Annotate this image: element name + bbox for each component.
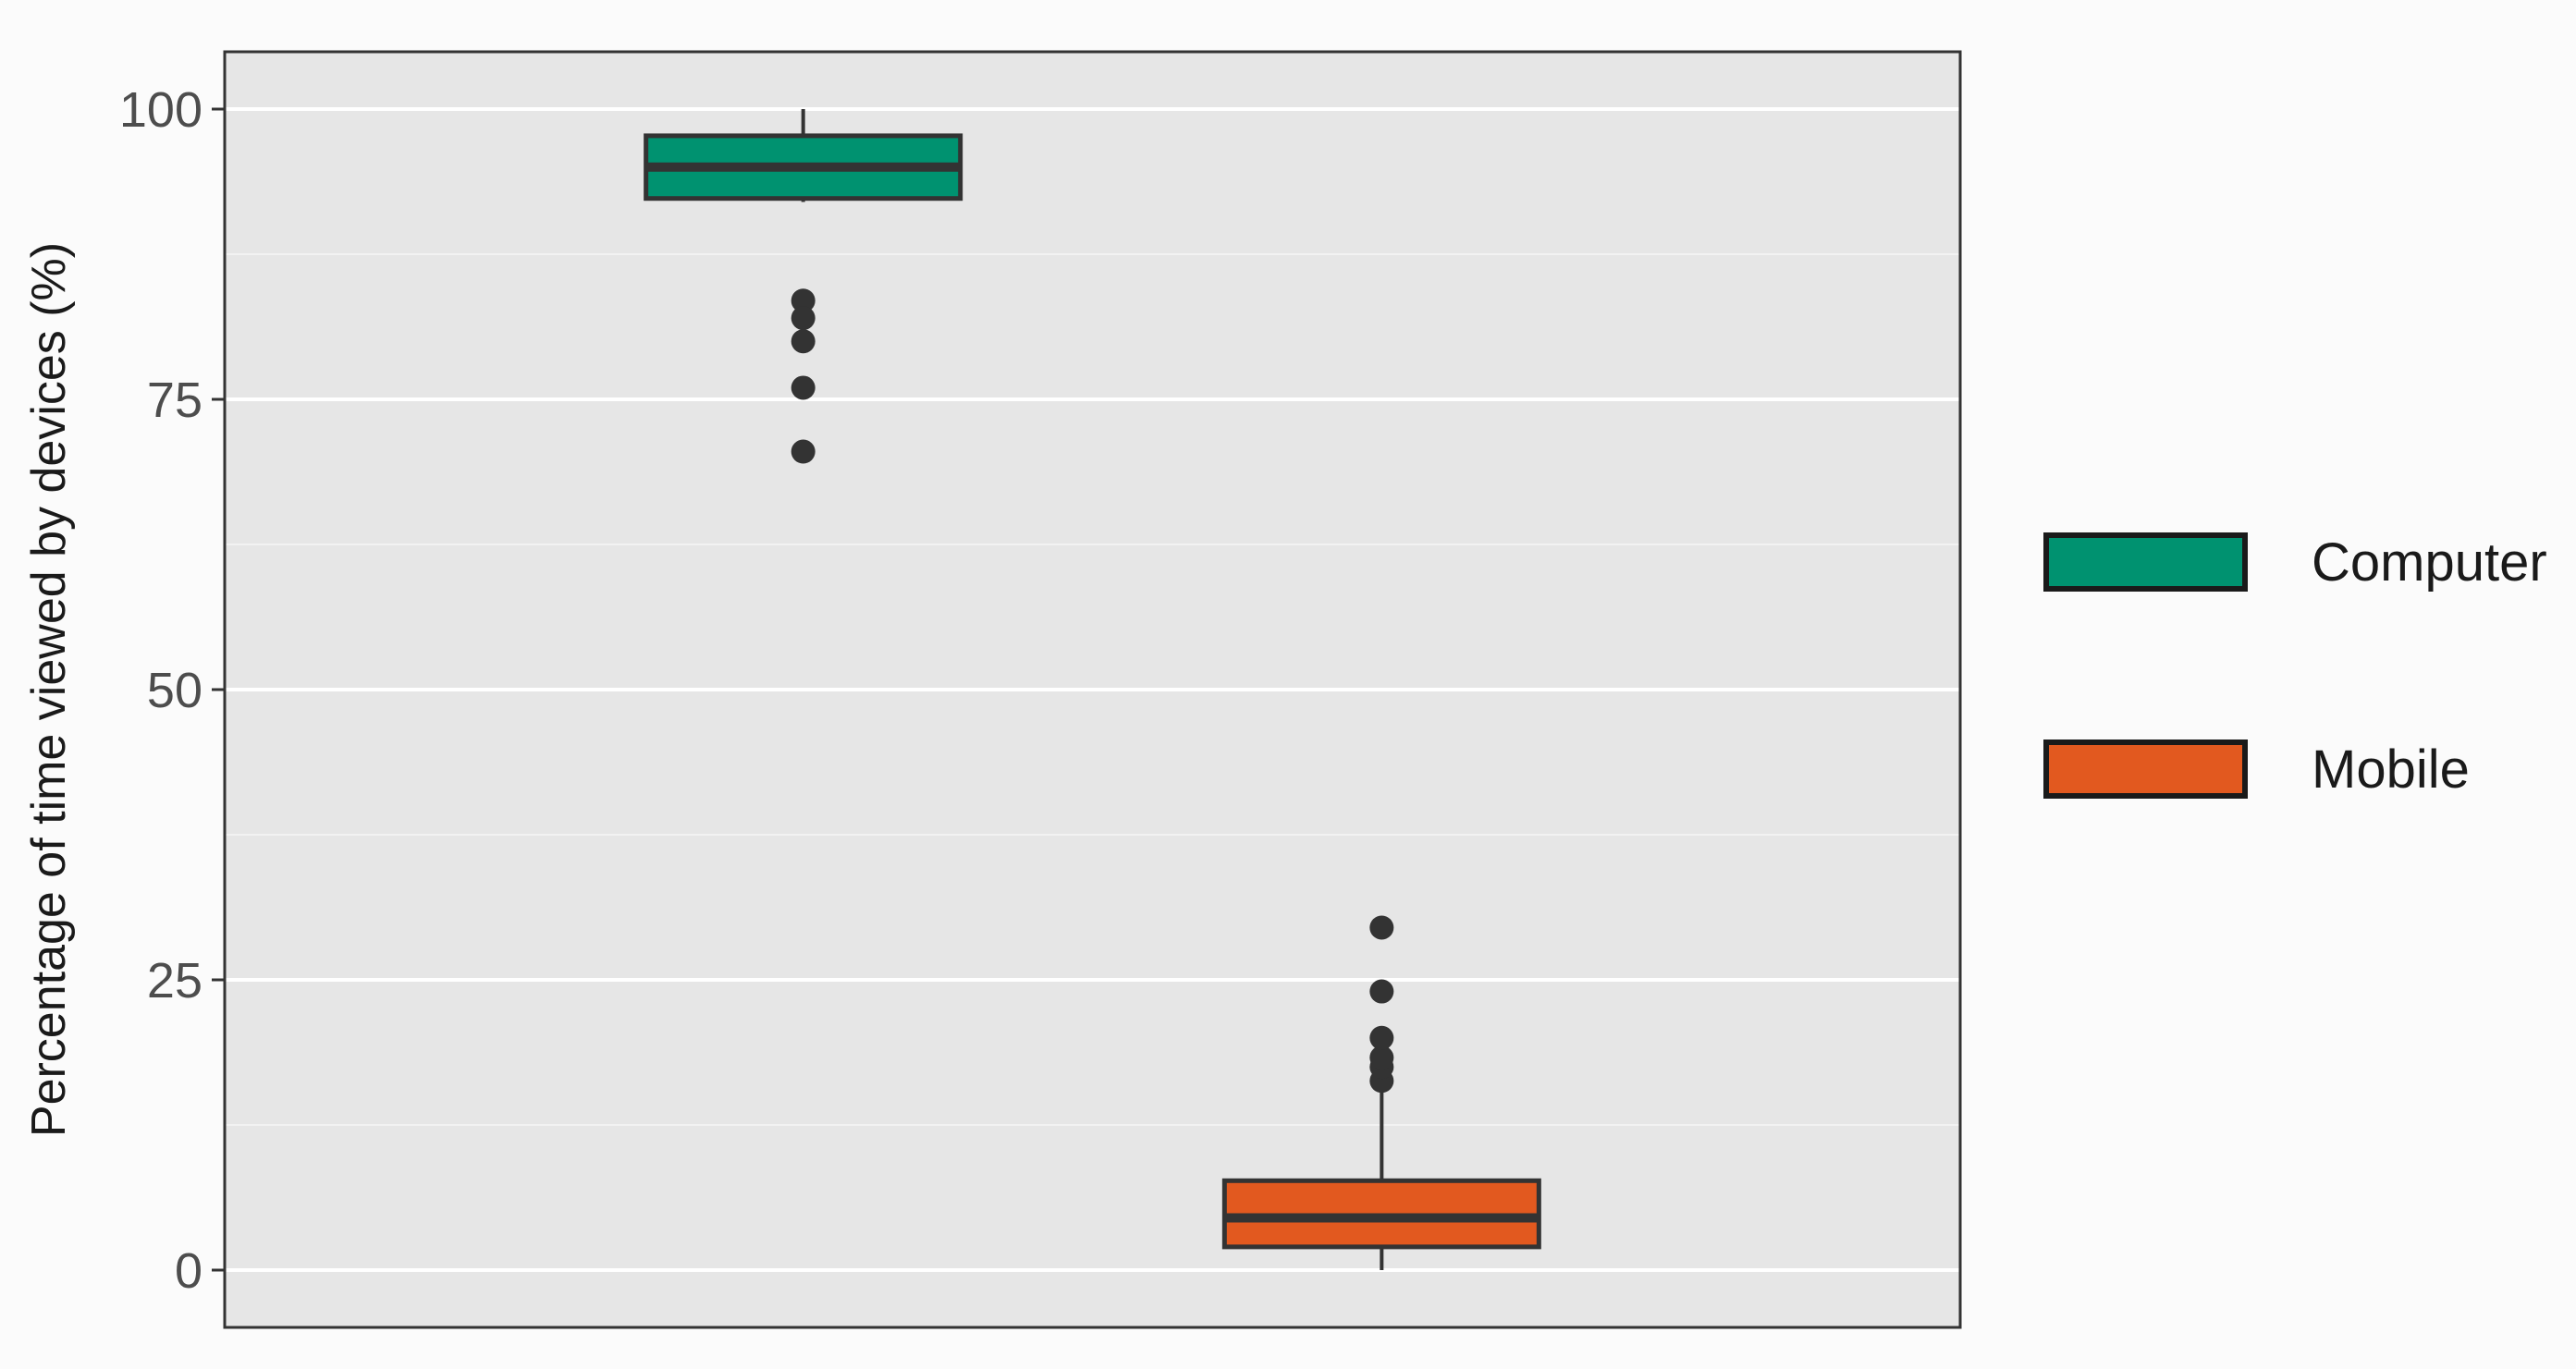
y-tick-label: 50 bbox=[147, 663, 202, 718]
legend-label-mobile: Mobile bbox=[2312, 740, 2470, 800]
outlier-point bbox=[1369, 1025, 1394, 1050]
box-series bbox=[644, 109, 1541, 1270]
outlier-point bbox=[1369, 1045, 1394, 1070]
legend-key-computer bbox=[2043, 532, 2248, 592]
box-computer bbox=[644, 109, 963, 464]
y-tick-label: 0 bbox=[175, 1243, 202, 1299]
y-tick-label: 100 bbox=[119, 82, 202, 138]
minor-gridlines bbox=[225, 253, 1960, 1126]
outlier-point bbox=[791, 439, 816, 464]
major-gridlines bbox=[225, 107, 1960, 1272]
outlier-point bbox=[1369, 915, 1394, 940]
legend-label-computer: Computer bbox=[2312, 532, 2547, 593]
outlier-point bbox=[791, 288, 816, 313]
y-tick-label: 75 bbox=[147, 373, 202, 428]
legend-key-mobile bbox=[2043, 740, 2248, 799]
outlier-point bbox=[791, 306, 816, 331]
outlier-point bbox=[1369, 979, 1394, 1004]
y-axis-title: Percentage of time viewed by devices (%) bbox=[22, 242, 76, 1137]
outlier-point bbox=[791, 329, 816, 354]
outlier-point bbox=[791, 375, 816, 400]
legend: Computer Mobile bbox=[2043, 532, 2547, 800]
box-mobile bbox=[1221, 915, 1541, 1270]
y-tick-label: 25 bbox=[147, 953, 202, 1008]
y-axis-ticks: 0 25 50 75 100 bbox=[119, 82, 225, 1299]
plot-border bbox=[223, 50, 1962, 1329]
